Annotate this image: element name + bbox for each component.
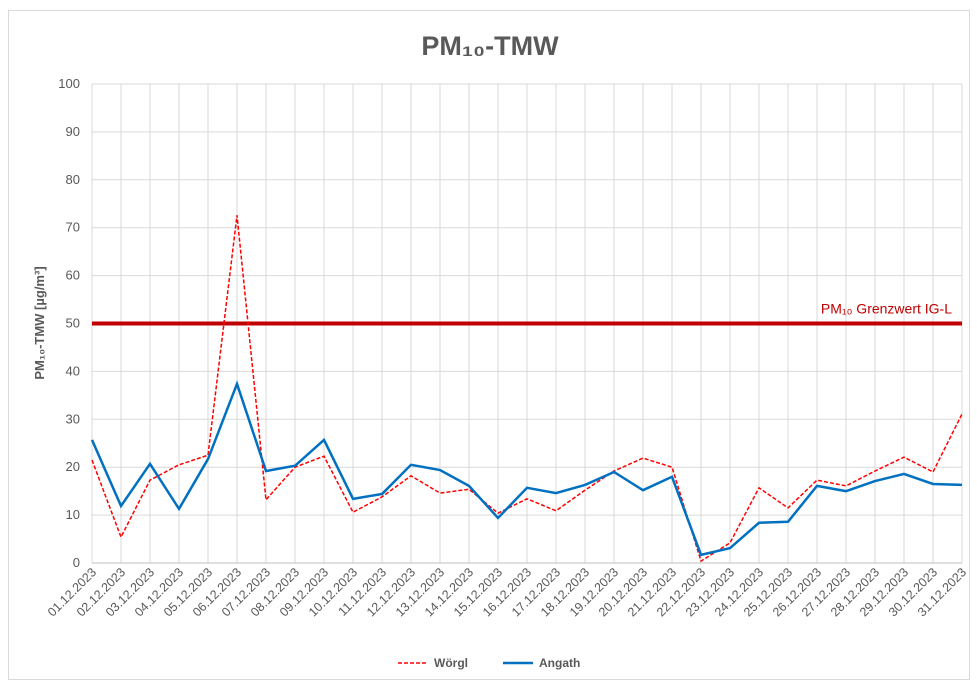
y-tick-label: 30 bbox=[66, 411, 80, 426]
y-tick-label: 20 bbox=[66, 459, 80, 474]
y-tick-label: 40 bbox=[66, 363, 80, 378]
series-line bbox=[91, 215, 963, 563]
chart-title: PM₁₀-TMW bbox=[421, 31, 559, 61]
y-tick-label: 0 bbox=[73, 555, 80, 570]
legend-label: Wörgl bbox=[434, 656, 468, 670]
chart-border bbox=[8, 10, 970, 680]
legend-label: Angath bbox=[539, 656, 580, 670]
threshold-label: PM₁₀ Grenzwert IG-L bbox=[821, 301, 952, 317]
y-tick-label: 50 bbox=[66, 316, 80, 331]
y-tick-label: 70 bbox=[66, 220, 80, 235]
y-tick-label: 90 bbox=[66, 124, 80, 139]
series-line bbox=[90, 380, 963, 557]
y-tick-label: 10 bbox=[66, 507, 80, 522]
y-tick-label: 60 bbox=[66, 268, 80, 283]
y-tick-label: 100 bbox=[58, 76, 80, 91]
y-tick-label: 80 bbox=[66, 172, 80, 187]
y-axis-label: PM₁₀-TMW [µg/m³] bbox=[32, 266, 47, 379]
